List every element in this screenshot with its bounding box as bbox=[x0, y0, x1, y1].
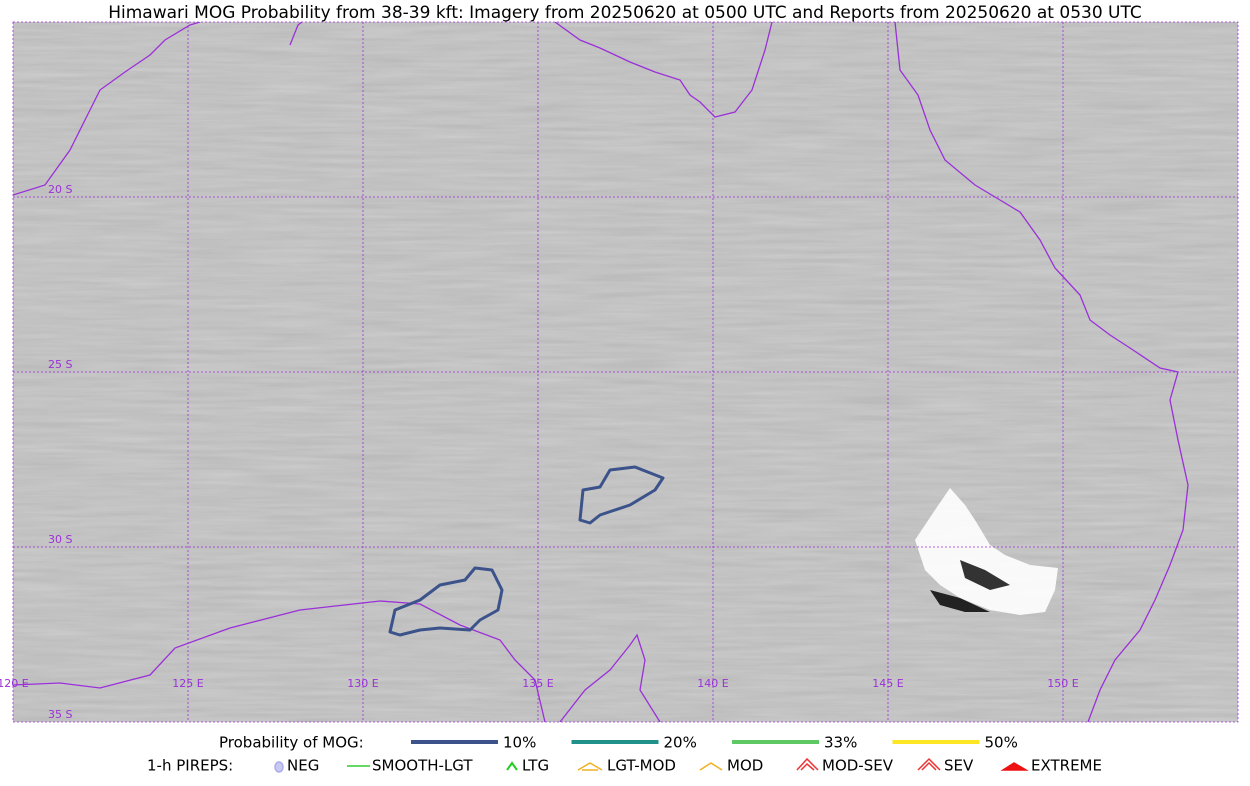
lon-label: 140 E bbox=[697, 677, 728, 690]
title: Himawari MOG Probability from 38-39 kft:… bbox=[108, 3, 1142, 23]
pirep-label: SEV bbox=[944, 757, 974, 775]
pirep-label: SMOOTH-LGT bbox=[372, 757, 473, 775]
lon-label: 135 E bbox=[522, 677, 553, 690]
pirep-label: NEG bbox=[287, 757, 319, 775]
lat-label: 20 S bbox=[48, 183, 72, 196]
pirep-label: MOD-SEV bbox=[822, 757, 894, 775]
lon-label: 150 E bbox=[1047, 677, 1078, 690]
pirep-label: LGT-MOD bbox=[607, 757, 676, 775]
legend-label: 33% bbox=[824, 734, 857, 752]
lat-label: 35 S bbox=[48, 708, 72, 721]
cloud-cluster bbox=[915, 488, 1058, 615]
legend-label: 20% bbox=[664, 734, 697, 752]
lat-label: 30 S bbox=[48, 533, 72, 546]
graticule bbox=[13, 22, 1238, 722]
map-frame bbox=[12, 21, 1239, 723]
lat-label: 25 S bbox=[48, 358, 72, 371]
grid-labels: 120 E 125 E 130 E 135 E 140 E 145 E 150 E 20 S 2… bbox=[0, 183, 1079, 721]
lon-label: 120 E bbox=[0, 677, 29, 690]
pirep-title: 1-h PIREPS: bbox=[147, 757, 233, 775]
pirep-label: LTG bbox=[522, 757, 549, 775]
lon-label: 145 E bbox=[872, 677, 903, 690]
legend: Probability of MOG: 1-h PIREPS: 10% 20% 33… bbox=[147, 734, 1102, 775]
mog-contours bbox=[388, 465, 665, 637]
legend-label: 50% bbox=[985, 734, 1018, 752]
legend-title: Probability of MOG: bbox=[219, 734, 364, 752]
lon-label: 125 E bbox=[172, 677, 203, 690]
pirep-icons bbox=[274, 757, 1029, 773]
coastlines bbox=[13, 22, 1189, 722]
map bbox=[13, 22, 1238, 722]
lon-label: 130 E bbox=[347, 677, 378, 690]
pirep-label: EXTREME bbox=[1031, 757, 1102, 775]
legend-label: 10% bbox=[503, 734, 536, 752]
pirep-label: MOD bbox=[727, 757, 763, 775]
